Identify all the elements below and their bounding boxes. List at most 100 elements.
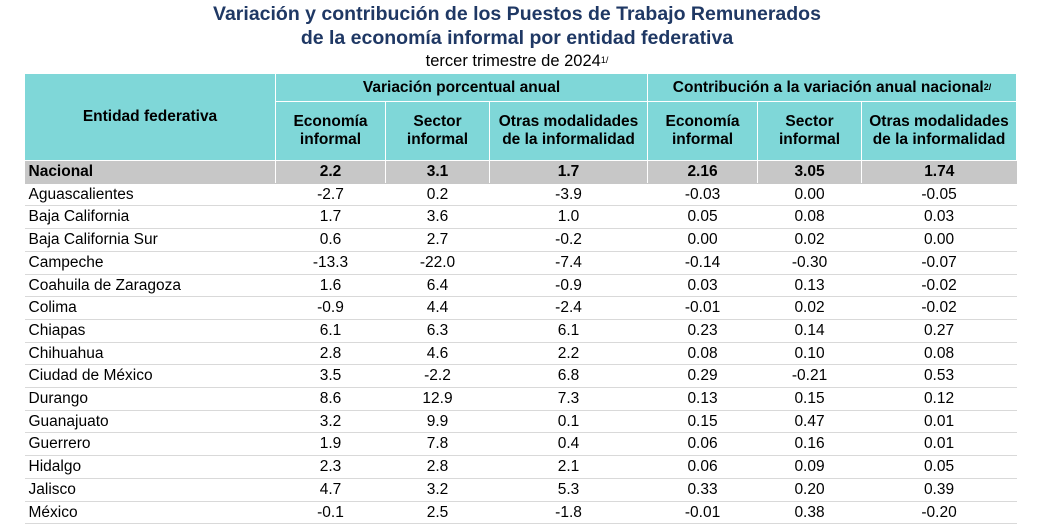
- cell-entity-name: Hidalgo: [24, 455, 276, 479]
- cell-value: 0.12: [861, 387, 1017, 411]
- cell-value: 0.39: [861, 478, 1017, 502]
- cell-value: -0.9: [489, 274, 648, 298]
- header-var-otras-modalidades: Otras modalidades de la informalidad: [488, 101, 649, 161]
- subtitle-text: tercer trimestre de 2024: [425, 52, 601, 70]
- cell-value: 6.1: [275, 319, 386, 343]
- header-var-economia-informal: Economía informal: [275, 101, 386, 161]
- cell-value: 0.06: [647, 455, 758, 479]
- cell-value: 0.38: [757, 501, 862, 524]
- cell-value: -0.14: [647, 251, 758, 275]
- data-table: Entidad federativa Variación porcentual …: [24, 73, 1018, 524]
- table-row: Aguascalientes -2.7 0.2 -3.9 -0.03 0.00 -0.05: [24, 183, 1017, 207]
- cell-value: 1.7: [275, 205, 386, 230]
- cell-value: 0.6: [275, 228, 386, 252]
- cell-value: 0.13: [757, 274, 862, 298]
- header-contrib-sector-informal: Sector informal: [757, 101, 863, 161]
- cell-entity-name: Jalisco: [24, 478, 276, 502]
- cell-value: 0.09: [757, 455, 862, 479]
- cell-value: -22.0: [385, 251, 490, 275]
- cell-entity-name: Ciudad de México: [24, 364, 276, 389]
- group-contribucion-footnote-mark: 2/: [983, 81, 992, 92]
- cell-entity-name: Guanajuato: [24, 410, 276, 434]
- cell-value: 0.1: [489, 410, 648, 434]
- cell-value: 6.8: [489, 364, 648, 389]
- title-subtitle: tercer trimestre de 20241/: [0, 51, 1034, 72]
- cell-value: 0.10: [757, 342, 862, 366]
- subtitle-footnote-mark: 1/: [600, 55, 609, 65]
- cell-value: -0.07: [861, 251, 1017, 275]
- table-row: México -0.1 2.5 -1.8 -0.01 0.38 -0.20: [24, 501, 1017, 524]
- cell-value: 2.5: [385, 501, 490, 524]
- cell-entity-name: Chihuahua: [24, 342, 276, 366]
- cell-entity-name: Guerrero: [24, 432, 276, 457]
- cell-value: -0.01: [647, 501, 758, 524]
- table-row: Guerrero 1.9 7.8 0.4 0.06 0.16 0.01: [24, 432, 1017, 457]
- cell-value: -0.03: [647, 183, 758, 207]
- cell-value: 0.01: [861, 410, 1017, 434]
- cell-value: -0.1: [275, 501, 386, 524]
- cell-value: 3.5: [275, 364, 386, 389]
- cell-value: -2.4: [489, 296, 648, 320]
- cell-value: -0.02: [861, 274, 1017, 298]
- header-group-variacion: Variación porcentual anual: [274, 73, 649, 102]
- header-contrib-otras-modalidades: Otras modalidades de la informalidad: [861, 101, 1018, 161]
- cell-value: -0.9: [275, 296, 386, 320]
- cell-value: 0.20: [757, 478, 862, 502]
- cell-value: -7.4: [489, 251, 648, 275]
- cell-value: 2.8: [275, 342, 386, 366]
- header-var-sector-informal: Sector informal: [385, 101, 490, 161]
- cell-value: 2.7: [385, 228, 490, 252]
- cell-value: -0.30: [757, 251, 862, 275]
- cell-value: 1.7: [489, 160, 649, 184]
- cell-value: 2.2: [275, 160, 386, 184]
- cell-value: 3.05: [757, 160, 863, 184]
- header-group-contribucion: Contribución a la variación anual nacion…: [647, 73, 1018, 102]
- cell-value: 0.00: [861, 228, 1017, 252]
- cell-value: 0.33: [647, 478, 758, 502]
- cell-value: 2.2: [489, 342, 648, 366]
- header-entidad: Entidad federativa: [24, 73, 276, 161]
- cell-value: 6.4: [385, 274, 490, 298]
- cell-value: 2.3: [275, 455, 386, 479]
- cell-value: -13.3: [275, 251, 386, 275]
- cell-value: 0.16: [757, 432, 862, 457]
- cell-value: 0.4: [489, 432, 648, 457]
- table-body: Nacional 2.2 3.1 1.7 2.16 3.05 1.74 Agua…: [24, 160, 1017, 524]
- cell-value: -0.2: [489, 228, 648, 252]
- cell-value: 1.9: [275, 432, 386, 457]
- cell-entity-name: Durango: [24, 387, 276, 411]
- cell-value: 0.53: [861, 364, 1017, 389]
- cell-value: 0.47: [757, 410, 862, 434]
- cell-entity-name: Baja California: [24, 205, 276, 230]
- cell-value: 4.4: [385, 296, 490, 320]
- table-row: Chihuahua 2.8 4.6 2.2 0.08 0.10 0.08: [24, 342, 1017, 366]
- table-row: Campeche -13.3 -22.0 -7.4 -0.14 -0.30 -0.07: [24, 251, 1017, 275]
- cell-value: 0.00: [647, 228, 758, 252]
- cell-value: 0.23: [647, 319, 758, 343]
- cell-value: 0.14: [757, 319, 862, 343]
- cell-entity-name: Baja California Sur: [24, 228, 276, 252]
- table-row: Ciudad de México 3.5 -2.2 6.8 0.29 -0.21 0.53: [24, 364, 1017, 389]
- title-line-1: Variación y contribución de los Puestos …: [213, 3, 821, 25]
- cell-value: 1.6: [275, 274, 386, 298]
- cell-value: 0.01: [861, 432, 1017, 457]
- cell-value: 0.08: [861, 342, 1017, 366]
- table-row: Durango 8.6 12.9 7.3 0.13 0.15 0.12: [24, 387, 1017, 411]
- cell-value: 0.05: [647, 205, 758, 230]
- cell-entity-name: Aguascalientes: [24, 183, 276, 207]
- cell-value: 0.00: [757, 183, 862, 207]
- cell-value: 0.29: [647, 364, 758, 389]
- cell-value: 12.9: [385, 387, 490, 411]
- cell-value: -0.01: [647, 296, 758, 320]
- cell-value: 0.06: [647, 432, 758, 457]
- cell-value: 6.3: [385, 319, 490, 343]
- cell-value: 0.08: [757, 205, 862, 230]
- table-row-nacional: Nacional 2.2 3.1 1.7 2.16 3.05 1.74: [24, 160, 1017, 184]
- table-row: Coahuila de Zaragoza 1.6 6.4 -0.9 0.03 0.13 -0…: [24, 274, 1017, 298]
- group-contribucion-label: Contribución a la variación anual nacion…: [672, 78, 984, 96]
- table-row: Baja California Sur 0.6 2.7 -0.2 0.00 0.02 0.0…: [24, 228, 1017, 252]
- table-row: Baja California 1.7 3.6 1.0 0.05 0.08 0.03: [24, 205, 1017, 230]
- cell-value: 6.1: [489, 319, 648, 343]
- cell-entity-name: Campeche: [24, 251, 276, 275]
- cell-value: 5.3: [489, 478, 648, 502]
